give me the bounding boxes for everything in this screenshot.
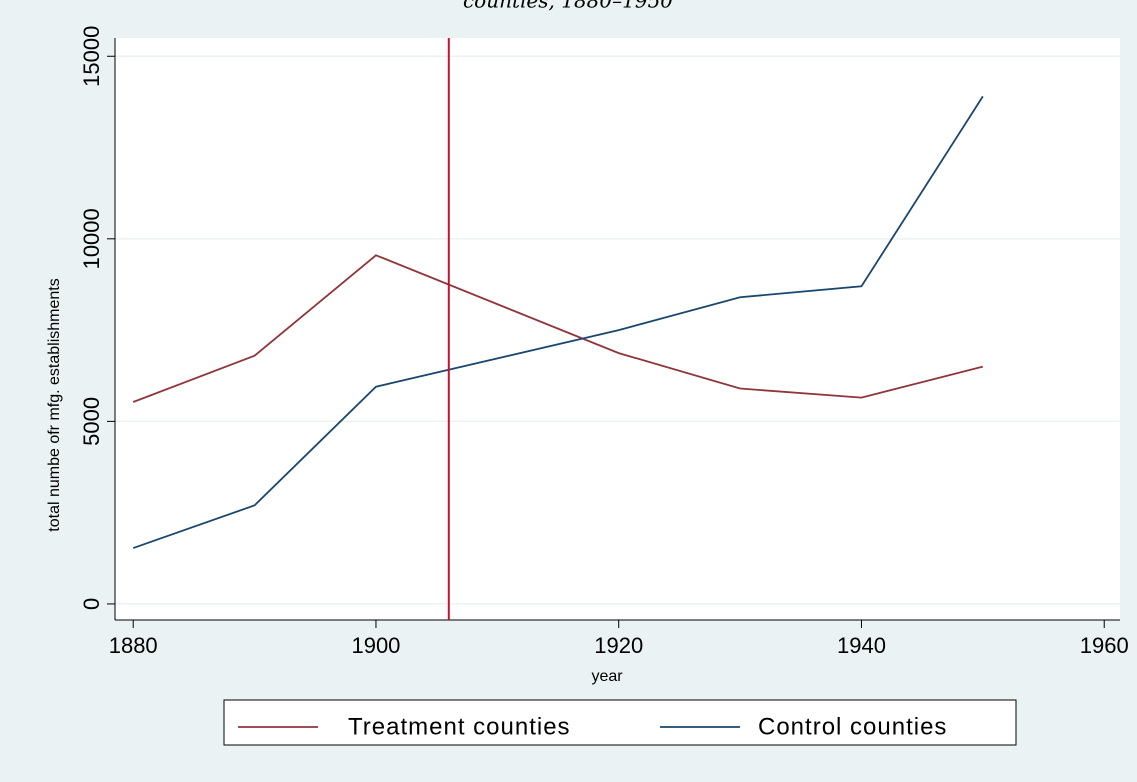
series-line	[132, 95, 984, 549]
x-axis-label: year	[591, 668, 623, 685]
legend	[223, 699, 1017, 746]
y-tick-label: 5000	[79, 397, 104, 446]
y-tick-label: 10000	[79, 208, 104, 269]
x-tick-label: 1900	[351, 633, 400, 658]
chart-title: counties, 1880–1950	[463, 0, 673, 13]
y-tick-label: 0	[79, 598, 104, 610]
x-tick-label: 1920	[594, 633, 643, 658]
x-tick-label: 1880	[109, 633, 158, 658]
plot-area	[115, 38, 1120, 620]
x-tick-label: 1940	[837, 633, 886, 658]
series-line	[132, 254, 984, 403]
y-axis-label: total numbe ofr mfg. establishments	[46, 278, 63, 531]
y-tick-label: 15000	[79, 26, 104, 87]
legend-label: Treatment counties	[348, 713, 571, 740]
legend-label: Control counties	[758, 713, 947, 740]
x-tick-label: 1960	[1080, 633, 1129, 658]
